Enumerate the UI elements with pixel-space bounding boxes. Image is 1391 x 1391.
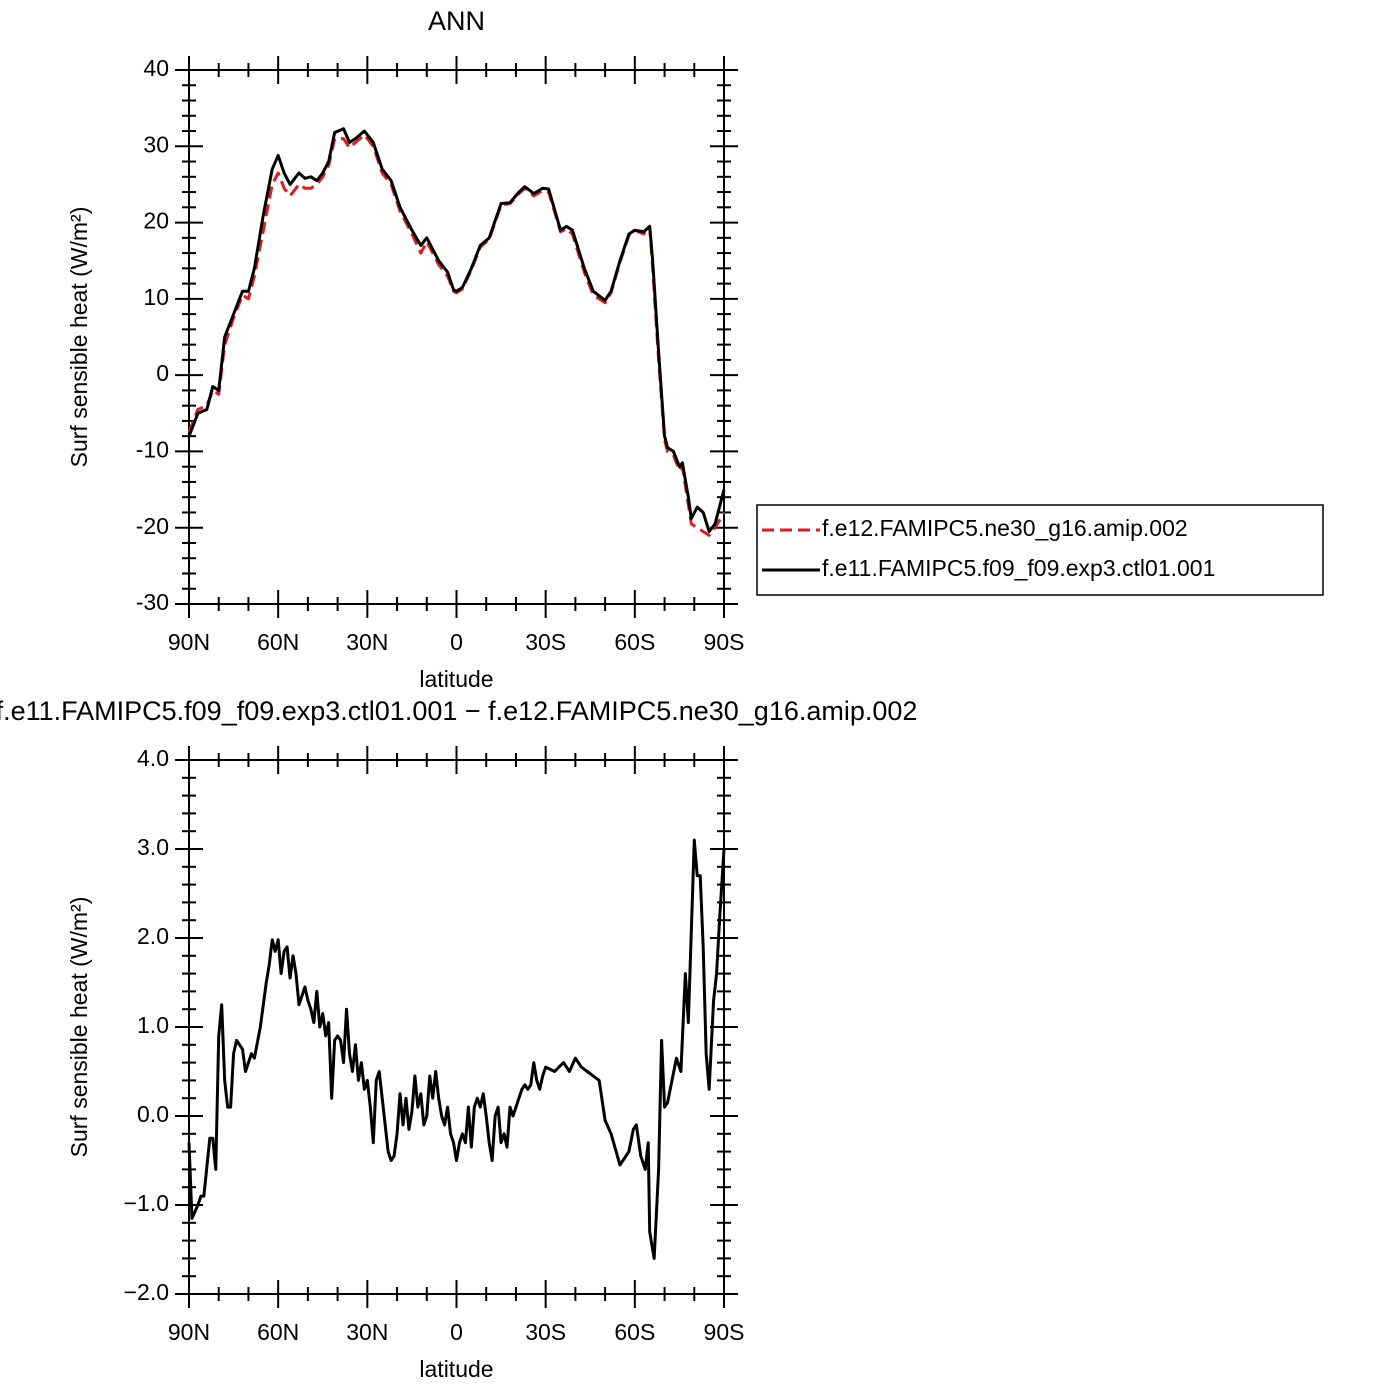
legend-label: f.e12.FAMIPC5.ne30_g16.amip.002 — [822, 515, 1188, 541]
y-tick-label: 3.0 — [137, 834, 169, 860]
x-tick-label: 90N — [168, 629, 210, 655]
y-tick-label: 0.0 — [137, 1101, 169, 1127]
y-axis-label: Surf sensible heat (W/m²) — [66, 207, 92, 468]
y-tick-label: 1.0 — [137, 1012, 169, 1038]
plot-frame — [188, 759, 725, 1295]
y-tick-label: 30 — [143, 131, 169, 157]
plot-frame — [188, 69, 725, 605]
y-tick-label: -30 — [136, 589, 169, 615]
x-tick-label: 90S — [704, 1319, 745, 1345]
y-tick-label: 20 — [143, 208, 169, 234]
data-line — [187, 838, 726, 1260]
legend-box — [756, 504, 1324, 596]
y-tick-label: 10 — [143, 284, 169, 310]
x-tick-label: 90S — [704, 629, 745, 655]
x-tick-label: 90N — [168, 1319, 210, 1345]
y-tick-label: 2.0 — [137, 923, 169, 949]
x-tick-label: 60N — [257, 1319, 299, 1345]
y-tick-label: 40 — [143, 55, 169, 81]
legend-label: f.e11.FAMIPC5.f09_f09.exp3.ctl01.001 — [822, 555, 1215, 581]
x-tick-label: 0 — [450, 629, 463, 655]
y-tick-label: -10 — [136, 437, 169, 463]
x-tick-label: 30N — [346, 629, 388, 655]
y-tick-label: −2.0 — [124, 1279, 169, 1305]
x-tick-label: 60S — [614, 629, 655, 655]
x-tick-label: 60N — [257, 629, 299, 655]
x-tick-label: 30S — [525, 629, 566, 655]
x-axis-label: latitude — [419, 1356, 493, 1382]
y-tick-label: −1.0 — [124, 1190, 169, 1216]
data-line — [187, 133, 726, 537]
y-axis-label: Surf sensible heat (W/m²) — [66, 897, 92, 1158]
chart-title: ANN — [428, 6, 485, 36]
x-tick-label: 30S — [525, 1319, 566, 1345]
y-tick-label: 4.0 — [137, 745, 169, 771]
x-axis-label: latitude — [419, 666, 493, 692]
x-tick-label: 60S — [614, 1319, 655, 1345]
x-tick-label: 0 — [450, 1319, 463, 1345]
y-tick-label: -20 — [136, 513, 169, 539]
x-tick-label: 30N — [346, 1319, 388, 1345]
chart-title: f.e11.FAMIPC5.f09_f09.exp3.ctl01.001 − f… — [0, 696, 917, 726]
y-tick-label: 0 — [156, 360, 169, 386]
data-line — [187, 127, 726, 534]
